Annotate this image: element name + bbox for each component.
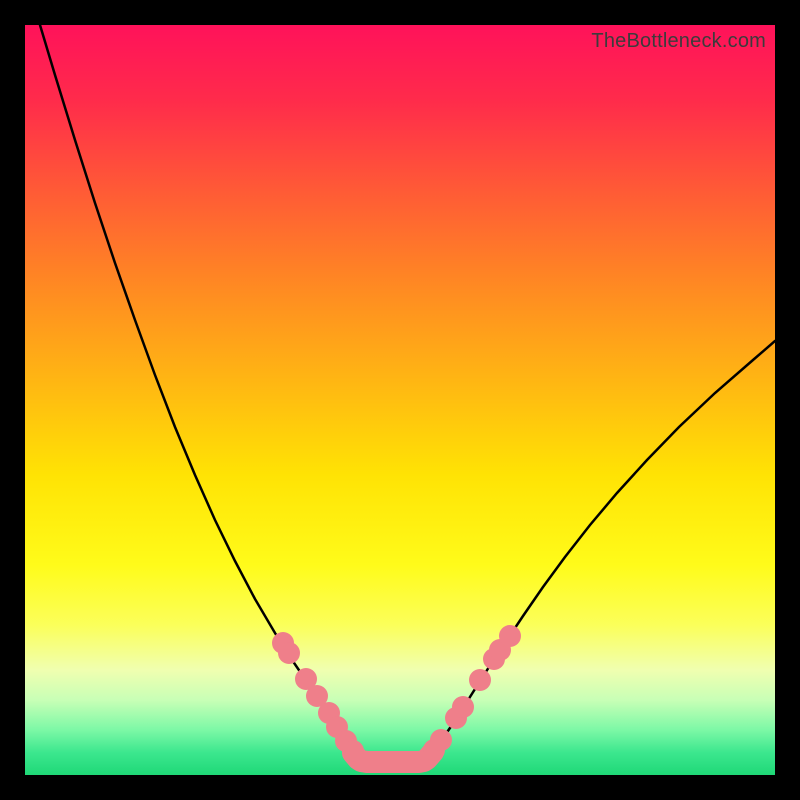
- data-marker: [278, 642, 300, 664]
- chart-container: TheBottleneck.com: [0, 0, 800, 800]
- data-marker: [469, 669, 491, 691]
- gradient-background: [25, 25, 775, 775]
- data-marker: [499, 625, 521, 647]
- data-marker: [430, 729, 452, 751]
- chart-svg: [25, 25, 775, 775]
- data-marker: [342, 740, 364, 762]
- plot-area: [25, 25, 775, 775]
- ideal-zone-line: [353, 752, 433, 762]
- watermark-text: TheBottleneck.com: [591, 30, 766, 53]
- data-marker: [452, 696, 474, 718]
